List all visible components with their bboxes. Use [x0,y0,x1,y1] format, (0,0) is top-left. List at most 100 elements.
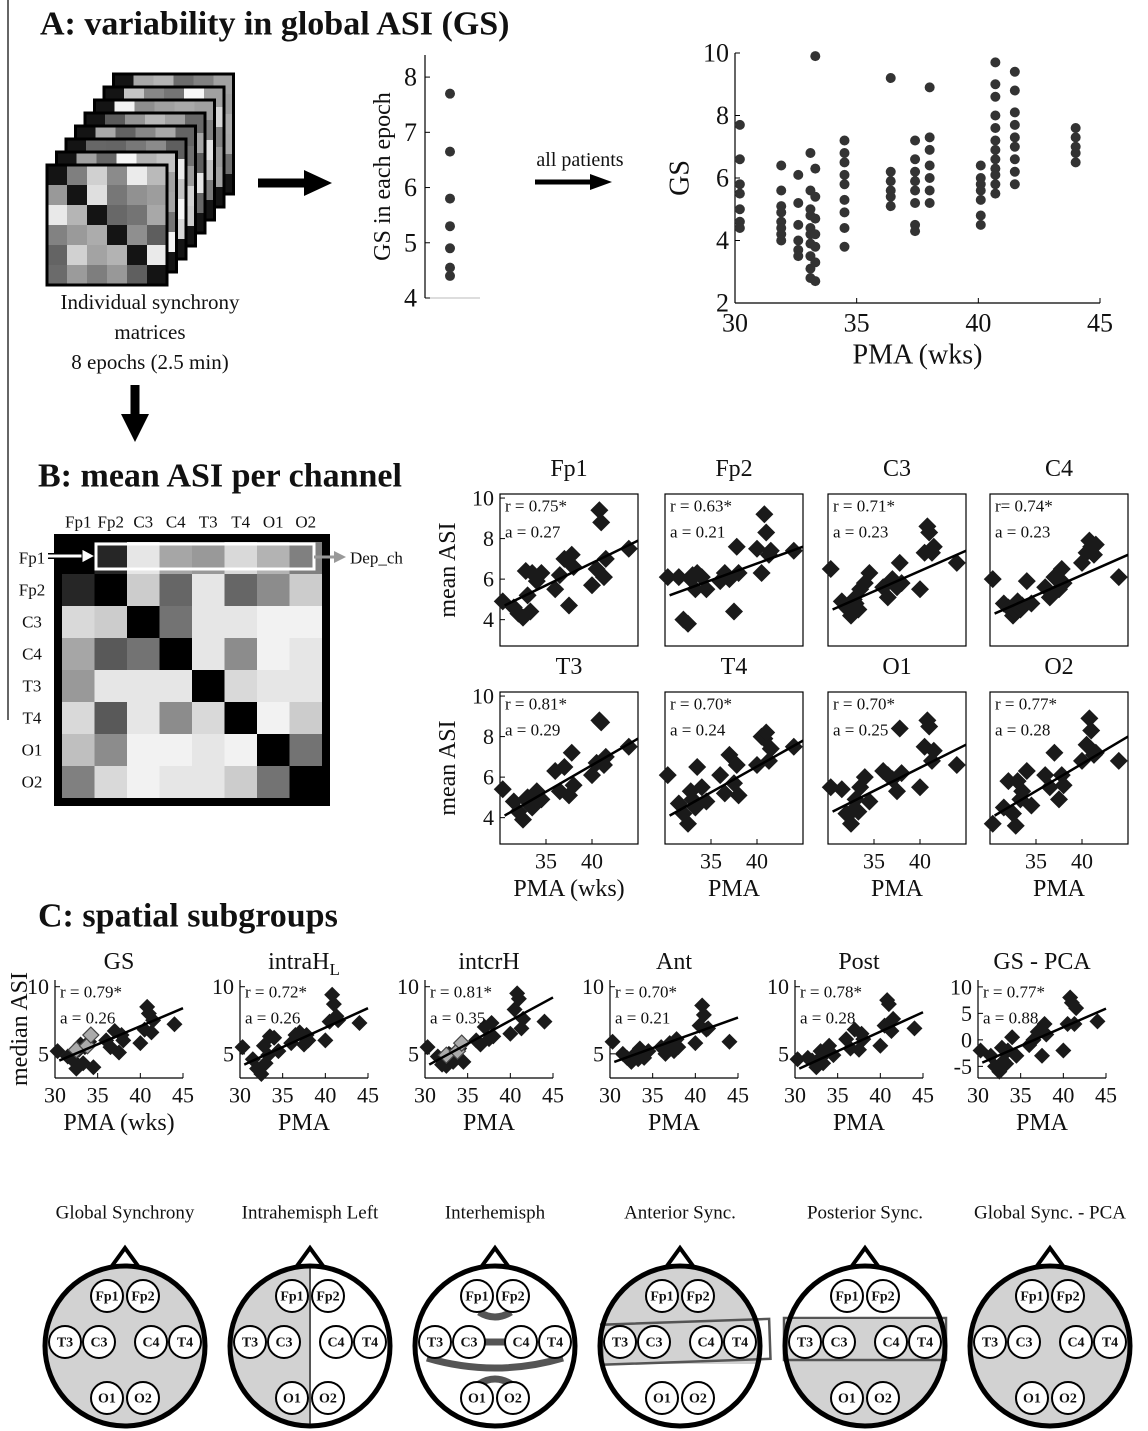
plot-title: C3 [883,456,911,482]
point [776,186,786,196]
plot-title: Fp1 [550,456,587,482]
point [810,164,820,174]
heatmap-cell [192,606,225,639]
electrode-label: T4 [1102,1336,1118,1351]
point [793,236,803,246]
point [735,204,745,214]
y-tick-label: 5 [593,1041,604,1066]
point [445,243,455,253]
heatmap-cell [290,670,323,703]
heatmap-cell [127,670,160,703]
annotation: a = 0.23 [833,523,888,542]
plot-title: intraHL [268,949,340,979]
matrix-cell [87,165,107,185]
point [886,176,896,186]
heatmap-cell [127,702,160,735]
point [886,167,896,177]
x-tick-label: 45 [1087,309,1113,338]
point [990,123,1000,133]
y-tick-label: 0 [961,1027,972,1052]
heatmap-cell [225,574,258,607]
y-tick-label: 5 [961,1001,972,1026]
heatmap-cell [257,606,290,639]
point [776,236,786,246]
point [990,170,1000,180]
x-tick-label: 40 [1052,1083,1074,1108]
y-tick-label: 4 [716,226,729,255]
point [735,154,745,164]
x-tick-label: 40 [909,849,931,874]
y-tick-label: 4 [483,805,494,830]
x-tick-label: 35 [457,1083,479,1108]
x-tick-label: 45 [542,1083,564,1108]
y-tick-label: 8 [716,101,729,130]
electrode-label: C4 [697,1336,714,1351]
point [990,179,1000,189]
row-label: C4 [22,645,42,664]
electrode-label: O2 [134,1392,152,1407]
heatmap-cell [290,574,323,607]
point [810,257,820,267]
electrode-label: O1 [1023,1392,1041,1407]
annotation: a = 0.28 [995,721,1050,740]
y-tick-label: 7 [404,118,417,147]
point [793,198,803,208]
point [990,145,1000,155]
electrode-label: C3 [1015,1336,1032,1351]
annotation: r = 0.77* [983,983,1045,1002]
matrix-cell [47,165,67,185]
y-tick-label: 6 [483,567,494,592]
plot-title: T4 [721,654,748,680]
head-caption: Anterior Sync. [624,1203,736,1224]
point [910,198,920,208]
matrix-cell [87,245,107,265]
y-tick-label: 10 [472,684,494,709]
point [990,57,1000,67]
matrix-cell [147,165,167,185]
matrix-cell [147,185,167,205]
y-tick-label: 10 [472,486,494,511]
matrix-cell [147,205,167,225]
panel-title: C: spatial subgroups [38,898,338,935]
electrode-label: Fp1 [650,1290,673,1305]
y-tick-label: 10 [212,974,234,999]
heatmap-cell [290,734,323,767]
point [1071,148,1081,158]
matrix-cell [47,225,67,245]
plot-title-text: O2 [1044,654,1073,680]
column-label: T3 [199,513,218,532]
point [925,82,935,92]
x-tick-label: 35 [863,849,885,874]
annotation: r = 0.63* [670,497,732,516]
annotation: a = 0.25 [833,721,888,740]
point [735,179,745,189]
y-tick-label: -5 [954,1054,972,1079]
x-tick-label: 40 [965,309,991,338]
matrix-cell [87,265,107,285]
heatmap-cell [257,702,290,735]
heatmap-cell [62,734,95,767]
row-label: T4 [23,709,42,728]
y-tick-label: 8 [483,526,494,551]
y-axis-label: mean ASI [435,720,461,815]
point [1010,120,1020,130]
electrode-label: O1 [653,1392,671,1407]
matrix-cell [87,225,107,245]
point [735,120,745,130]
point [793,251,803,261]
electrode-label: O2 [1059,1392,1077,1407]
point [990,136,1000,146]
point [1010,86,1020,96]
point [1010,107,1020,117]
matrix-cell [127,265,147,285]
panel-title: A: variability in global ASI (GS) [40,6,509,43]
y-tick-label: 5 [408,1041,419,1066]
annotation: a = 0.28 [800,1009,855,1028]
x-tick-label: 35 [1010,1083,1032,1108]
matrix-cell [127,225,147,245]
x-axis-label: PMA [708,876,761,902]
matrix-cell [107,225,127,245]
y-tick-label: 6 [483,765,494,790]
heatmap-cell [257,638,290,671]
point [976,195,986,205]
